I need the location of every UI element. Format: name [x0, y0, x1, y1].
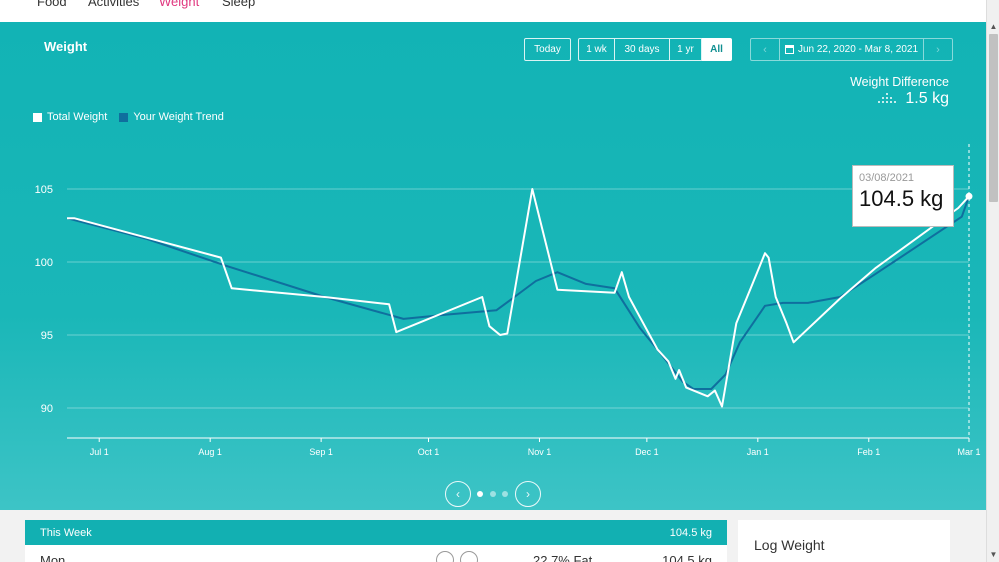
- tooltip-value: 104.5 kg: [859, 186, 944, 211]
- y-tick-label: 95: [41, 330, 53, 342]
- date-range-button[interactable]: Jun 22, 2020 - Mar 8, 2021: [779, 39, 924, 60]
- week-total: 104.5 kg: [669, 526, 712, 539]
- today-button[interactable]: Today: [524, 38, 571, 61]
- date-range-picker: ‹ Jun 22, 2020 - Mar 8, 2021 ›: [750, 38, 953, 61]
- pager-prev-icon[interactable]: ‹: [445, 481, 471, 507]
- date-range-label: Jun 22, 2020 - Mar 8, 2021: [797, 44, 919, 55]
- next-range-icon[interactable]: ›: [936, 43, 940, 56]
- chart-tooltip: 03/08/2021 104.5 kg: [852, 165, 954, 227]
- nav-weight[interactable]: Weight: [159, 0, 200, 9]
- range-selector: 1 wk 30 days 1 yr All: [578, 38, 732, 61]
- week-title: This Week: [40, 526, 92, 539]
- this-week-card: This Week 104.5 kg Mon 22.7% Fat 104.5 k…: [25, 520, 727, 562]
- range-30days-button[interactable]: 30 days: [615, 38, 670, 61]
- scroll-up-icon[interactable]: ▲: [989, 22, 998, 31]
- x-tick-label: Mar 1: [957, 447, 980, 457]
- hover-point: [965, 192, 973, 200]
- pager-dot[interactable]: [502, 491, 508, 497]
- chart-legend: Total Weight Your Weight Trend: [33, 111, 236, 123]
- row-fat: 22.7% Fat: [533, 553, 593, 562]
- x-tick-label: Oct 1: [418, 447, 440, 457]
- scroll-down-icon[interactable]: ▼: [989, 550, 998, 559]
- nav-activities[interactable]: Activities: [88, 0, 140, 9]
- legend-total-label: Total Weight: [47, 111, 108, 123]
- x-tick-label: Feb 1: [857, 447, 880, 457]
- weight-panel: 105 100 95 90 Jul 1 Aug 1 Sep 1 Oct 1 Nov 1 Dec 1…: [0, 22, 986, 510]
- calendar-icon: [784, 45, 794, 54]
- row-day: Mon: [40, 553, 66, 562]
- range-1yr-button[interactable]: 1 yr: [670, 38, 702, 61]
- x-tick-label: Jul 1: [90, 447, 109, 457]
- x-tick-label: Jan 1: [747, 447, 769, 457]
- total-weight-line: [67, 188, 970, 408]
- tooltip-date: 03/08/2021: [859, 172, 915, 184]
- legend-total-swatch: [33, 112, 42, 122]
- pager-dot[interactable]: [477, 491, 483, 497]
- scrollbar-thumb[interactable]: [989, 34, 998, 202]
- y-tick-label: 90: [41, 403, 53, 415]
- nav-sleep[interactable]: Sleep: [222, 0, 256, 9]
- weight-trend-line: [66, 195, 970, 390]
- chart-pager: ‹ ›: [445, 481, 541, 507]
- pager-next-icon[interactable]: ›: [515, 481, 541, 507]
- weight-chart: 105 100 95 90 Jul 1 Aug 1 Sep 1 Oct 1 Nov 1 Dec 1…: [35, 144, 981, 457]
- scrollbar[interactable]: ▲ ▼: [986, 0, 999, 562]
- x-tick-label: Nov 1: [528, 447, 552, 457]
- legend-trend-swatch: [119, 112, 129, 122]
- x-tick-label: Aug 1: [198, 447, 222, 457]
- prev-range-icon[interactable]: ‹: [763, 43, 767, 56]
- top-nav: Food Activities Weight Sleep: [0, 0, 986, 22]
- pager-dot[interactable]: [490, 491, 496, 497]
- x-tick-label: Dec 1: [635, 447, 659, 457]
- log-weight-title: Log Weight: [754, 537, 825, 553]
- weight-difference-label: Weight Difference: [850, 75, 949, 89]
- log-weight-card: Log Weight: [738, 520, 950, 562]
- x-tick-label: Sep 1: [309, 447, 333, 457]
- panel-title: Weight: [44, 39, 88, 54]
- y-tick-label: 100: [35, 257, 53, 269]
- pencil-icon[interactable]: [460, 551, 478, 562]
- weight-difference: 1.5 kg: [877, 90, 949, 108]
- weight-difference-value: 1.5 kg: [905, 90, 949, 107]
- y-tick-label: 105: [35, 184, 53, 196]
- legend-total-weight[interactable]: Total Weight: [33, 111, 107, 123]
- range-all-button[interactable]: All: [702, 38, 732, 61]
- range-1wk-button[interactable]: 1 wk: [578, 38, 615, 61]
- trash-icon[interactable]: [436, 551, 454, 562]
- scale-dots-icon: [877, 93, 897, 105]
- nav-food[interactable]: Food: [37, 0, 67, 9]
- row-weight: 104.5 kg: [662, 553, 712, 562]
- week-header: This Week 104.5 kg: [25, 520, 727, 545]
- table-row: Mon 22.7% Fat 104.5 kg: [25, 545, 727, 562]
- legend-weight-trend[interactable]: Your Weight Trend: [119, 111, 224, 123]
- legend-trend-label: Your Weight Trend: [133, 111, 224, 123]
